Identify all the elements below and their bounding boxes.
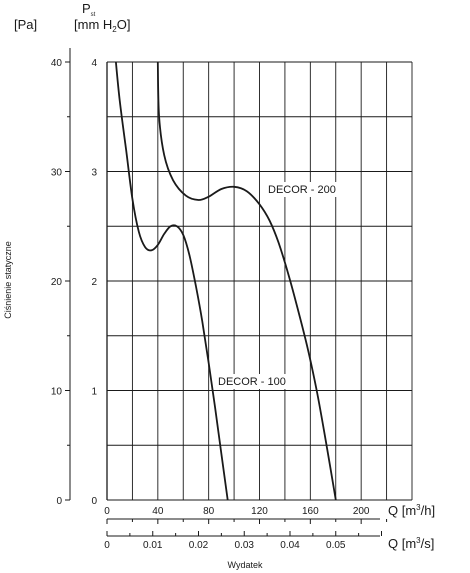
pa-tick-label: 30 xyxy=(51,168,63,179)
mmh2o-tick-label: 4 xyxy=(91,58,97,69)
mmh2o-tick-label: 3 xyxy=(91,168,97,179)
performance-curves: DECOR - 200 DECOR - 100 xyxy=(115,61,339,501)
mmh2o-tick-label: 2 xyxy=(91,277,97,288)
pa-tick-label: 0 xyxy=(56,496,62,507)
pa-tick-label: 10 xyxy=(51,387,63,398)
chart-axes xyxy=(65,48,388,537)
pa-tick-label: 40 xyxy=(51,58,63,69)
x-axis-title: Wydatek xyxy=(228,560,263,570)
mmh2o-unit-label: [mm H2O] xyxy=(74,17,130,34)
series-label-decor-100: DECOR - 100 xyxy=(218,376,286,388)
series-label-decor-200: DECOR - 200 xyxy=(268,184,336,196)
y-axis-title: Ciśnienie statyczne xyxy=(3,241,13,319)
m3h-tick-label: 200 xyxy=(353,506,370,517)
m3h-tick-label: 120 xyxy=(251,506,268,517)
series-label-background xyxy=(265,182,339,197)
m3h-tick-label: 80 xyxy=(203,506,215,517)
series-decor-200-line xyxy=(156,61,337,501)
m3s-tick-label: 0.02 xyxy=(189,540,209,551)
x-axis-unit-m3h: Q [m3/h] xyxy=(388,503,435,518)
m3h-tick-label: 0 xyxy=(104,506,110,517)
mmh2o-tick-label: 1 xyxy=(91,387,97,398)
m3h-tick-label: 40 xyxy=(152,506,164,517)
pa-unit-label: [Pa] xyxy=(14,17,37,32)
chart-grid xyxy=(106,61,413,501)
series-decor-100-line xyxy=(115,61,229,501)
p-st-symbol: Pst xyxy=(82,1,96,18)
pa-tick-label: 20 xyxy=(51,277,63,288)
m3s-tick-label: 0 xyxy=(104,540,110,551)
m3s-tick-label: 0.03 xyxy=(235,540,255,551)
m3h-tick-label: 160 xyxy=(302,506,319,517)
m3s-tick-label: 0.05 xyxy=(326,540,346,551)
mmh2o-tick-label: 0 xyxy=(91,496,97,507)
m3s-tick-label: 0.04 xyxy=(280,540,300,551)
series-label-background xyxy=(215,374,289,389)
x-axis-unit-m3s: Q [m3/s] xyxy=(388,536,434,551)
m3s-tick-label: 0.01 xyxy=(143,540,163,551)
